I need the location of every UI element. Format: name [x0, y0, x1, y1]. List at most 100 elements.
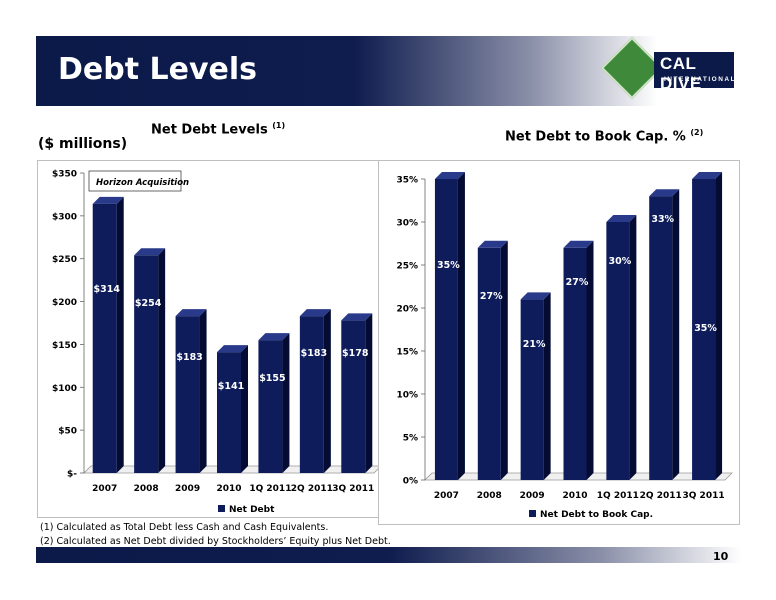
x-tick-label: 2009: [520, 491, 545, 501]
x-tick-label: 3Q 2011: [683, 491, 725, 501]
bar-side: [500, 240, 508, 480]
legend-label: Net Debt: [229, 505, 275, 515]
right-chart-title-note: (2): [690, 128, 704, 137]
y-tick-label: $-: [67, 470, 77, 480]
y-tick-label: 0%: [403, 477, 418, 487]
x-tick-label: 2010: [216, 484, 241, 494]
left-chart-panel: $- $50 $100 $150 $200 $250 $300 $350 $314 2007 $25…: [37, 160, 383, 518]
bar-top: [175, 309, 207, 317]
bar-side: [629, 215, 637, 480]
data-label: 27%: [566, 277, 589, 288]
annotation-box: [88, 170, 182, 192]
y-tick-label: 15%: [396, 348, 418, 358]
bar-side: [158, 248, 166, 473]
bar: [341, 320, 366, 473]
bar-side: [282, 333, 290, 473]
bar-side: [365, 313, 373, 473]
x-tick-label: 1Q 2011: [597, 491, 639, 501]
bar: [434, 179, 458, 480]
data-label: $141: [218, 381, 244, 392]
bar-top: [692, 172, 723, 179]
y-tick-label: 35%: [396, 176, 418, 186]
bar: [606, 222, 630, 480]
page-number: 10: [713, 550, 729, 563]
y-tick-label: 5%: [403, 434, 418, 444]
bar-side: [586, 240, 594, 480]
data-label: $183: [301, 348, 327, 359]
bar: [649, 196, 673, 480]
bar: [217, 352, 241, 473]
legend-label: Net Debt to Book Cap.: [540, 510, 653, 520]
data-label: 33%: [651, 214, 674, 225]
footnotes: (1) Calculated as Total Debt less Cash a…: [40, 521, 391, 549]
y-tick-label: $200: [52, 298, 77, 308]
legend-swatch: [529, 510, 536, 517]
page-title: Debt Levels: [58, 52, 258, 87]
bar-side: [199, 309, 207, 473]
bar-side: [715, 172, 723, 480]
data-label: $254: [135, 298, 162, 309]
logo-name: CAL DIVE: [660, 54, 702, 93]
bar-side: [323, 309, 331, 473]
logo-subtitle: INTERNATIONAL: [664, 76, 737, 83]
x-tick-label: 2009: [175, 484, 200, 494]
y-tick-label: 30%: [396, 219, 418, 229]
bar: [520, 299, 544, 480]
x-tick-label: 2007: [434, 491, 459, 501]
footer-band: [36, 547, 742, 563]
bar: [563, 247, 587, 480]
bar-top: [563, 240, 594, 248]
legend-swatch: [218, 505, 225, 512]
data-label: 30%: [608, 256, 631, 267]
data-label: 35%: [694, 323, 717, 334]
company-logo: CAL DIVE INTERNATIONAL: [600, 36, 737, 100]
data-label: 21%: [523, 339, 546, 350]
bar: [258, 340, 283, 473]
right-chart-title-text: Net Debt to Book Cap. %: [505, 129, 686, 145]
bar-top: [134, 248, 166, 256]
net-debt-to-book-cap-chart: 0% 5% 10% 15% 20% 25% 30% 35% 35% 2007 27% 2008 21% 2…: [396, 172, 733, 520]
data-label: 35%: [437, 260, 460, 271]
bar: [175, 316, 200, 473]
x-tick-label: 2Q 2011: [640, 491, 682, 501]
bar-top: [434, 172, 465, 179]
y-tick-label: $350: [52, 170, 77, 180]
bar-side: [672, 189, 680, 480]
x-tick-label: 3Q 2011: [332, 484, 374, 494]
left-chart-title-note: (1): [272, 121, 286, 130]
x-tick-label: 2008: [134, 484, 159, 494]
data-label: 27%: [480, 291, 503, 302]
bar: [692, 179, 716, 480]
annotation-label: Horizon Acquisition: [96, 178, 189, 188]
net-debt-chart: $- $50 $100 $150 $200 $250 $300 $350 $314 2007 $25…: [52, 170, 382, 515]
x-tick-label: 1Q 2011: [249, 484, 291, 494]
x-tick-label: 2008: [477, 491, 502, 501]
y-tick-label: $100: [52, 384, 77, 394]
footnote-1: (1) Calculated as Total Debt less Cash a…: [40, 522, 329, 533]
y-tick-label: 10%: [396, 391, 418, 401]
right-chart-title: Net Debt to Book Cap. % (2): [505, 128, 703, 144]
bar-top: [520, 292, 551, 300]
bar-top: [92, 196, 124, 204]
bar-top: [258, 333, 290, 341]
bar-top: [606, 215, 637, 222]
bar: [92, 203, 117, 473]
data-label: $183: [176, 352, 202, 363]
y-tick-label: 25%: [396, 262, 418, 272]
bar-top: [299, 309, 331, 317]
right-chart-panel: 0% 5% 10% 15% 20% 25% 30% 35% 35% 2007 27% 2008 21% 2…: [378, 160, 740, 525]
bar-top: [477, 240, 508, 248]
units-label: ($ millions): [38, 136, 128, 152]
bar-top: [649, 189, 680, 197]
left-chart-title: Net Debt Levels (1): [151, 121, 285, 137]
bar-top: [341, 313, 373, 321]
data-label: $155: [259, 373, 285, 384]
data-label: $314: [93, 284, 120, 295]
bar-side: [241, 345, 248, 473]
footnote-2: (2) Calculated as Net Debt divided by St…: [40, 536, 391, 547]
x-tick-label: 2010: [562, 491, 587, 501]
bar: [134, 255, 159, 473]
x-tick-label: 2007: [92, 484, 117, 494]
bar: [299, 316, 324, 473]
bar: [477, 247, 501, 480]
